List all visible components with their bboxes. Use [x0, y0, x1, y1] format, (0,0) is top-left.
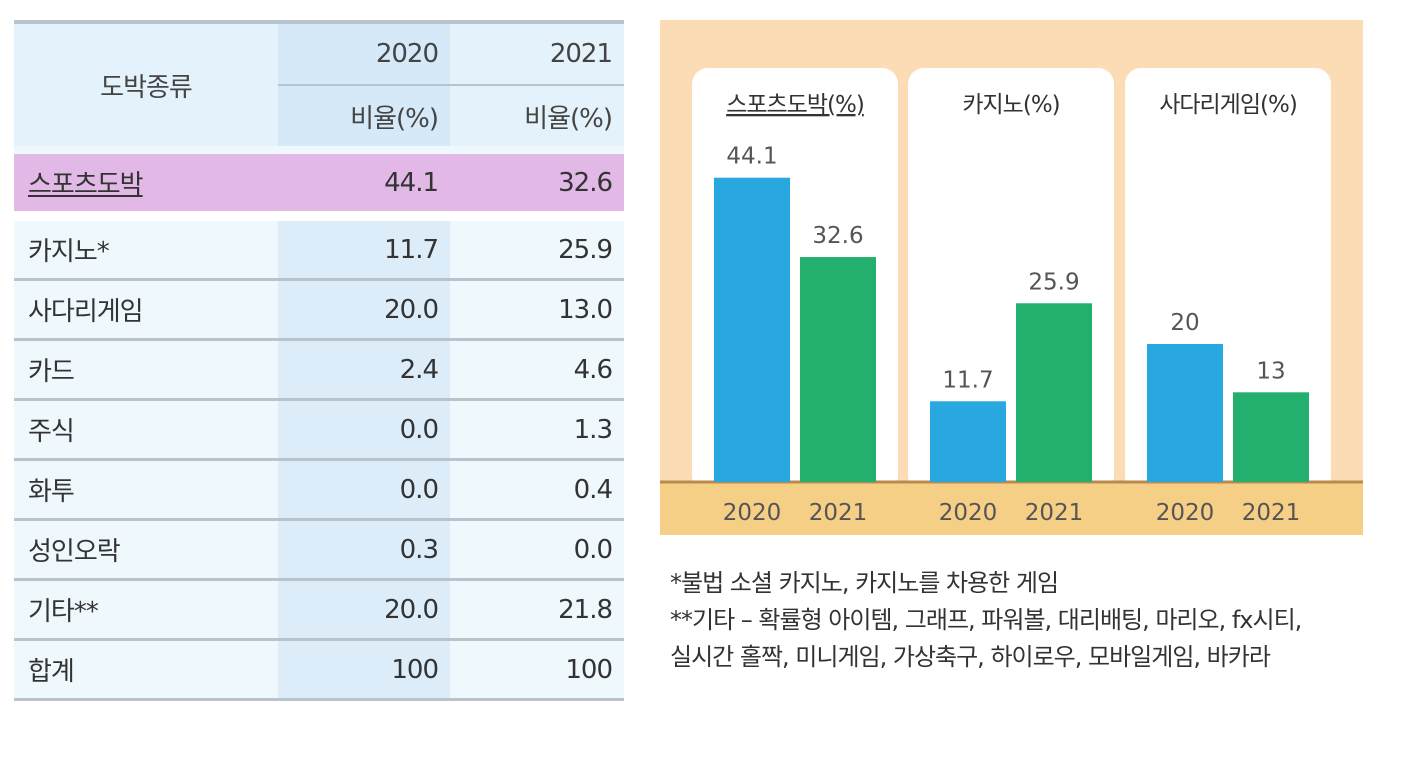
row-value-2021: 0.0: [450, 519, 624, 581]
bar-ladder-game-2020: [1147, 344, 1223, 482]
row-value-2020: 44.1: [278, 146, 450, 218]
bar-ladder-game-2021: [1233, 392, 1309, 482]
bar-chart: 스포츠도박(%) 44.1 2020 32.6 2021 카지노(%) 11.7 2020 25…: [660, 20, 1363, 535]
row-name: 카드: [14, 339, 278, 401]
bar-sports-betting-2020: [714, 177, 790, 482]
row-name: 사다리게임: [14, 279, 278, 341]
row-value-2021: 1.3: [450, 399, 624, 461]
row-value-2020: 20.0: [278, 579, 450, 641]
footnote-others-continued: 실시간 홀짝, 미니게임, 가상축구, 하이로우, 모바일게임, 바카라: [670, 643, 1271, 671]
panel-title-sports-betting: 스포츠도박(%): [726, 92, 864, 118]
data-label-ladder-game-2020: 20: [1170, 310, 1199, 336]
data-label-casino-2021: 25.9: [1028, 269, 1079, 295]
table-row: 성인오락 0.3 0.0: [14, 519, 624, 581]
panel-title-ladder-game: 사다리게임(%): [1159, 92, 1297, 118]
header-year-2020: 2020: [278, 22, 450, 86]
row-value-2020: 100: [278, 639, 450, 701]
table-row-total: 합계 100 100: [14, 639, 624, 701]
row-name: 주식: [14, 399, 278, 461]
row-value-2020: 0.3: [278, 519, 450, 581]
data-label-sports-betting-2021: 32.6: [812, 223, 863, 249]
subheader-ratio-2020: 비율(%): [278, 85, 450, 150]
bar-casino-2020: [930, 401, 1006, 482]
tick-label-casino-2020: 2020: [939, 500, 998, 526]
tick-label-sports-betting-2020: 2020: [723, 500, 782, 526]
row-value-2020: 20.0: [278, 279, 450, 341]
row-value-2020: 0.0: [278, 459, 450, 521]
row-name: 카지노*: [14, 211, 278, 281]
table-row: 스포츠도박 44.1 32.6: [14, 146, 624, 218]
header-gambling-type: 도박종류: [14, 22, 278, 150]
table-row: 사다리게임 20.0 13.0: [14, 279, 624, 341]
table-row: 기타** 20.0 21.8: [14, 579, 624, 641]
header-year-2021: 2021: [450, 22, 624, 86]
table-row: 카지노* 11.7 25.9: [14, 211, 624, 281]
subheader-ratio-2021: 비율(%): [450, 85, 624, 150]
row-value-2021: 25.9: [450, 211, 624, 281]
row-name: 기타**: [14, 579, 278, 641]
bar-casino-2021: [1016, 303, 1092, 482]
data-label-ladder-game-2021: 13: [1256, 358, 1285, 384]
footnote-others: **기타 – 확률형 아이템, 그래프, 파워볼, 대리배팅, 마리오, fx시…: [670, 606, 1302, 634]
data-label-casino-2020: 11.7: [942, 367, 993, 393]
table-header: 도박종류 2020 2021 비율(%) 비율(%): [14, 22, 624, 150]
data-label-sports-betting-2020: 44.1: [726, 144, 777, 170]
tick-label-ladder-game-2020: 2020: [1156, 500, 1215, 526]
tick-label-casino-2021: 2021: [1025, 500, 1084, 526]
row-value-2021: 21.8: [450, 579, 624, 641]
row-value-2021: 13.0: [450, 279, 624, 341]
row-value-2021: 4.6: [450, 339, 624, 401]
table-row: 화투 0.0 0.4: [14, 459, 624, 521]
bar-sports-betting-2021: [800, 257, 876, 482]
tick-label-sports-betting-2021: 2021: [809, 500, 868, 526]
row-name: 합계: [14, 639, 278, 701]
tick-label-ladder-game-2021: 2021: [1242, 500, 1301, 526]
table-row: 주식 0.0 1.3: [14, 399, 624, 461]
panel-title-casino: 카지노(%): [962, 92, 1059, 118]
footnotes: *불법 소셜 카지노, 카지노를 차용한 게임 **기타 – 확률형 아이템, …: [670, 565, 1410, 676]
row-value-2021: 100: [450, 639, 624, 701]
row-name: 화투: [14, 459, 278, 521]
row-name: 성인오락: [14, 519, 278, 581]
row-name: 스포츠도박: [14, 146, 278, 218]
row-name-text: 스포츠도박: [28, 170, 144, 200]
table-row: 카드 2.4 4.6: [14, 339, 624, 401]
row-value-2020: 2.4: [278, 339, 450, 401]
bar-chart-svg: 스포츠도박(%) 44.1 2020 32.6 2021 카지노(%) 11.7 2020 25…: [660, 20, 1363, 535]
footnote-casino: *불법 소셜 카지노, 카지노를 차용한 게임: [670, 569, 1059, 597]
row-value-2021: 32.6: [450, 146, 624, 218]
row-value-2021: 0.4: [450, 459, 624, 521]
row-value-2020: 11.7: [278, 211, 450, 281]
row-value-2020: 0.0: [278, 399, 450, 461]
gambling-type-table: 도박종류 2020 2021 비율(%) 비율(%) 스포츠도박 44.1 32…: [14, 20, 624, 701]
chart-base-strip: [660, 482, 1363, 535]
